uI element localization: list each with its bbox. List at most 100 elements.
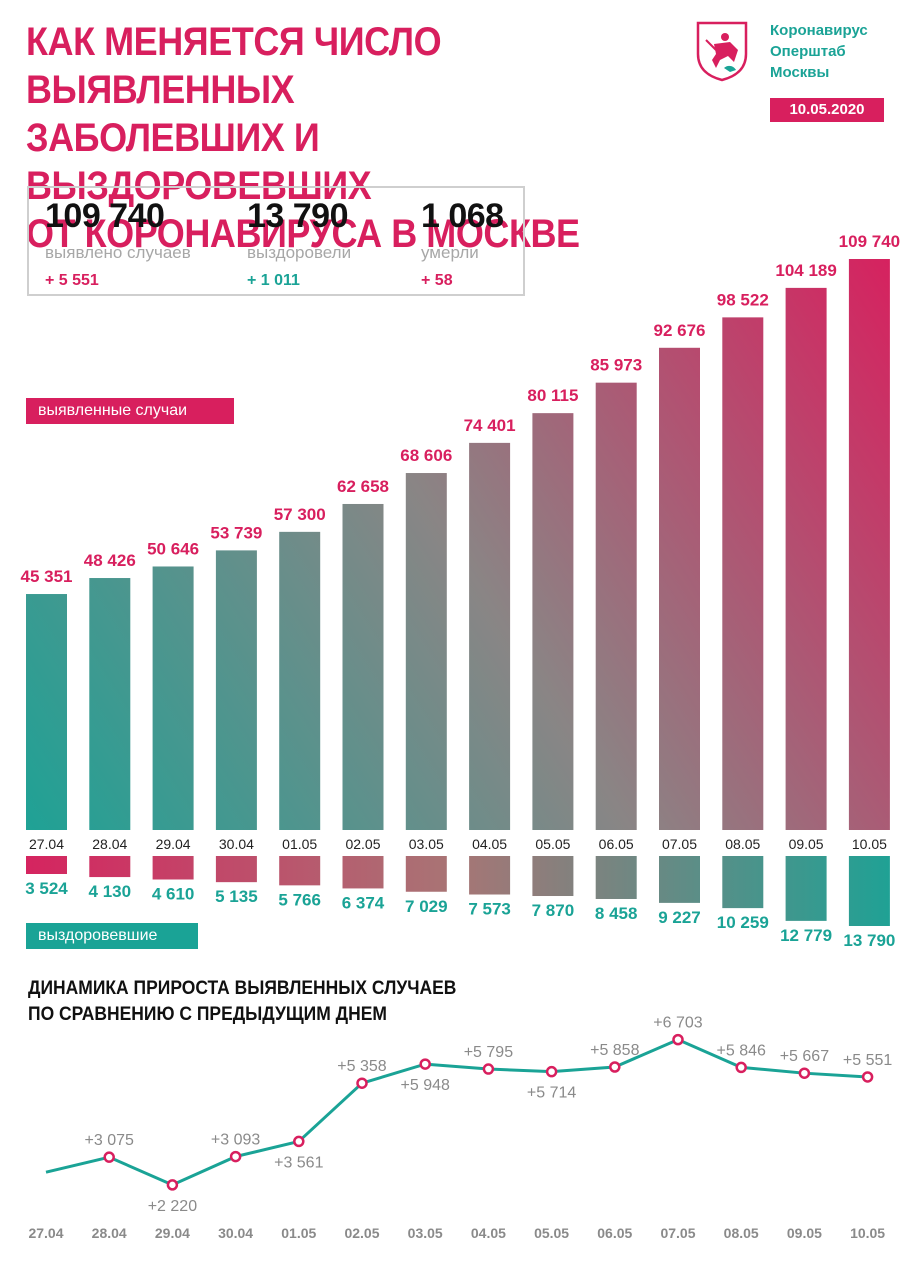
stat-recovered: 13 790 выздоровели + 1 011 [247,196,351,292]
cases-bar-05.05 [532,413,574,830]
growth-date-tick: 07.05 [660,1225,695,1241]
date-tick-label: 10.05 [852,836,887,852]
growth-date-tick: 09.05 [787,1225,822,1241]
growth-point [735,1061,747,1074]
growth-date-tick: 02.05 [344,1225,379,1241]
moscow-coat-of-arms-icon [696,21,748,82]
cases-bar-04.05 [469,442,511,830]
cases-bar-06.05 [595,382,637,830]
recovered-bar-29.04 [152,856,194,880]
recovered-bar-09.05 [785,856,827,921]
page-title: КАК МЕНЯЕТСЯ ЧИСЛО ВЫЯВЛЕННЫХ ЗАБОЛЕВШИХ… [26,18,584,258]
date-tick-label: 03.05 [409,836,444,852]
cases-value-label: 53 739 [210,523,262,542]
cases-bar-29.04 [152,566,194,830]
recovered-value-label: 13 790 [843,931,895,950]
growth-title-line-1: ДИНАМИКА ПРИРОСТА ВЫЯВЛЕННЫХ СЛУЧАЕВ [28,978,457,999]
growth-line [45,1037,868,1187]
growth-point [482,1063,495,1075]
growth-title-line-2: ПО СРАВНЕНИЮ С ПРЕДЫДУЩИМ ДНЕМ [28,1004,387,1025]
growth-value-label: +3 561 [274,1154,323,1171]
stat-recovered-label: выздоровели [247,243,352,262]
stat-deaths: 1 068 умерли + 58 [421,196,504,292]
stat-recovered-value: 13 790 [247,197,349,235]
growth-point [293,1135,305,1148]
title-line-3: ОТ КОРОНАВИРУСА В МОСКВЕ [26,212,580,256]
recovered-value-label: 4 610 [152,885,195,904]
growth-point [229,1150,242,1163]
growth-point [166,1179,179,1191]
growth-date-tick: 28.04 [92,1225,127,1241]
growth-value-label: +2 220 [148,1198,197,1215]
recovered-bar-03.05 [405,856,447,892]
growth-date-tick: 05.05 [534,1225,569,1241]
recovered-legend-label: выздоровевшие [26,923,198,949]
cases-value-label: 68 606 [400,446,452,465]
stat-cases: 109 740 выявлено случаев + 5 551 [45,196,191,292]
date-tick-label: 08.05 [725,836,760,852]
recovered-bar-07.05 [659,856,700,903]
growth-value-label: +5 714 [527,1085,576,1102]
recovered-value-label: 8 458 [595,904,638,923]
stat-cases-label: выявлено случаев [45,243,191,262]
cases-value-label: 109 740 [839,232,900,251]
recovered-value-label: 5 135 [215,887,258,906]
recovered-value-label: 6 374 [342,893,385,912]
growth-date-tick: 10.05 [850,1225,885,1241]
cases-bar-08.05 [722,317,764,830]
recovered-bar-06.05 [595,856,637,899]
recovered-value-label: 3 524 [25,879,68,898]
growth-value-label: +3 075 [85,1132,134,1149]
cases-bar-28.04 [89,578,131,830]
growth-point [798,1067,811,1079]
date-tick-label: 02.05 [345,836,380,852]
growth-point [861,1071,874,1083]
stat-deaths-value: 1 068 [421,197,504,235]
date-tick-label: 07.05 [662,836,697,852]
cases-bar-01.05 [279,531,321,830]
org-line-1: Коронавирус [770,22,868,39]
cases-value-label: 62 658 [337,477,389,496]
growth-value-label: +5 948 [401,1077,450,1094]
growth-value-label: +5 795 [464,1044,513,1061]
cases-bar-03.05 [405,473,447,830]
growth-date-tick: 30.04 [218,1225,253,1241]
date-tick-label: 29.04 [156,836,191,852]
growth-date-tick: 03.05 [408,1225,443,1241]
growth-date-tick: 01.05 [281,1225,316,1241]
cases-value-label: 74 401 [464,416,516,435]
cases-value-label: 48 426 [84,551,136,570]
stat-deaths-label: умерли [421,243,479,262]
cases-bar-02.05 [342,503,384,830]
recovered-bar-04.05 [469,856,511,895]
recovered-value-label: 10 259 [717,913,769,932]
recovered-value-label: 5 766 [278,890,321,909]
cases-legend-label: выявленные случаи [26,398,234,424]
date-tick-label: 01.05 [282,836,317,852]
growth-point [609,1061,621,1073]
growth-value-label: +5 858 [590,1042,639,1059]
growth-value-label: +6 703 [653,1015,702,1032]
cases-bar-07.05 [659,347,700,830]
recovered-value-label: 9 227 [658,908,701,927]
growth-date-tick: 27.04 [28,1225,63,1241]
date-tick-label: 09.05 [789,836,824,852]
growth-point [545,1065,558,1078]
recovered-bar-01.05 [279,856,321,886]
date-tick-label: 27.04 [29,836,64,852]
recovered-value-label: 7 870 [532,901,575,920]
cases-value-label: 104 189 [775,261,836,280]
recovered-bar-08.05 [722,856,764,909]
cases-value-label: 92 676 [654,321,706,340]
cases-value-label: 85 973 [590,356,642,375]
stat-deaths-delta: + 58 [421,272,453,289]
recovered-bar-28.04 [89,856,131,878]
org-line-2: Оперштаб [770,43,846,60]
date-badge: 10.05.2020 [770,98,884,122]
recovered-value-label: 12 779 [780,926,832,945]
summary-panel: 109 740 выявлено случаев + 5 551 13 790 … [27,186,525,296]
stat-cases-delta: + 5 551 [45,272,99,289]
recovered-value-label: 4 130 [89,882,132,901]
growth-value-label: +5 551 [843,1052,892,1069]
